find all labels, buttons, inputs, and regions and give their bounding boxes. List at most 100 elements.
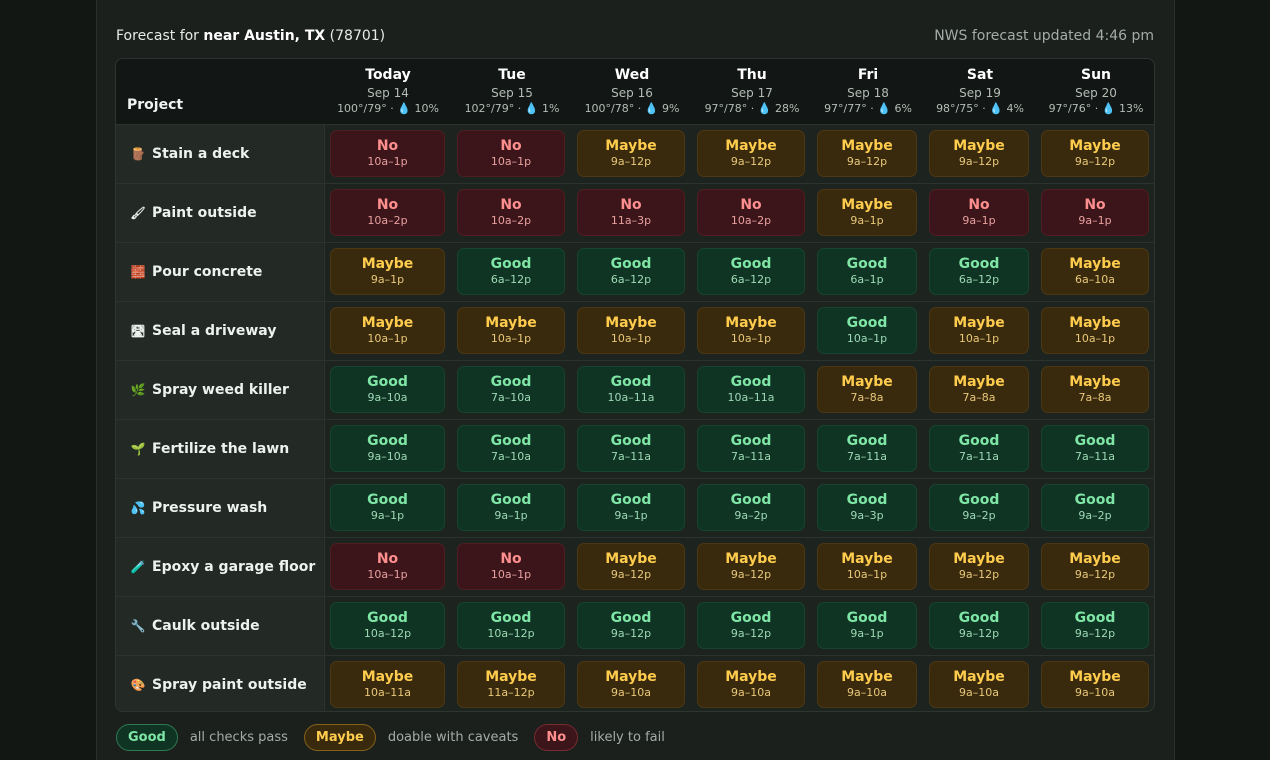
time-window: 6a–12p — [490, 273, 532, 286]
status-badge-maybe[interactable]: Maybe 9a–12p — [697, 130, 805, 177]
status-badge-maybe[interactable]: Maybe 10a–1p — [697, 307, 805, 354]
status-badge-maybe[interactable]: Maybe 9a–12p — [1041, 130, 1149, 177]
status-badge-no[interactable]: No 9a–1p — [1041, 189, 1149, 236]
status-label: Maybe — [725, 138, 777, 154]
status-badge-good[interactable]: Good 9a–12p — [1041, 602, 1149, 649]
status-badge-no[interactable]: No 10a–1p — [457, 130, 565, 177]
bricks-icon: 🧱 — [130, 265, 146, 279]
status-badge-maybe[interactable]: Maybe 9a–10a — [697, 661, 805, 708]
legend-text-good: all checks pass — [189, 729, 288, 745]
status-badge-good[interactable]: Good 9a–1p — [330, 484, 445, 531]
status-badge-good[interactable]: Good 10a–12p — [330, 602, 445, 649]
status-badge-no[interactable]: No 10a–1p — [457, 543, 565, 590]
time-window: 7a–11a — [611, 450, 651, 463]
status-badge-maybe[interactable]: Maybe 9a–12p — [817, 130, 917, 177]
status-badge-good[interactable]: Good 7a–11a — [817, 425, 917, 472]
status-badge-no[interactable]: No 10a–1p — [330, 130, 445, 177]
status-badge-good[interactable]: Good 7a–11a — [697, 425, 805, 472]
time-window: 9a–2p — [1078, 509, 1112, 522]
herb-icon: 🌿 — [130, 383, 146, 397]
status-badge-good[interactable]: Good 7a–10a — [457, 366, 565, 413]
status-badge-good[interactable]: Good 10a–1p — [817, 307, 917, 354]
status-label: Maybe — [485, 669, 537, 685]
status-badge-maybe[interactable]: Maybe 10a–11a — [330, 661, 445, 708]
status-badge-maybe[interactable]: Maybe 11a–12p — [457, 661, 565, 708]
status-badge-maybe[interactable]: Maybe 10a–1p — [330, 307, 445, 354]
status-badge-no[interactable]: No 10a–2p — [457, 189, 565, 236]
status-badge-good[interactable]: Good 10a–11a — [577, 366, 685, 413]
time-window: 9a–1p — [1078, 214, 1112, 227]
time-window: 9a–12p — [1074, 568, 1116, 581]
status-badge-maybe[interactable]: Maybe 9a–1p — [817, 189, 917, 236]
status-badge-good[interactable]: Good 9a–12p — [697, 602, 805, 649]
status-badge-maybe[interactable]: Maybe 9a–1p — [330, 248, 445, 295]
status-badge-good[interactable]: Good 9a–1p — [457, 484, 565, 531]
status-badge-maybe[interactable]: Maybe 9a–12p — [697, 543, 805, 590]
status-badge-maybe[interactable]: Maybe 6a–10a — [1041, 248, 1149, 295]
status-badge-good[interactable]: Good 9a–12p — [577, 602, 685, 649]
precip-chance: 1% — [538, 102, 560, 115]
status-badge-maybe[interactable]: Maybe 9a–10a — [929, 661, 1029, 708]
status-badge-maybe[interactable]: Maybe 9a–10a — [1041, 661, 1149, 708]
time-window: 10a–1p — [490, 332, 532, 345]
status-badge-good[interactable]: Good 6a–12p — [697, 248, 805, 295]
status-badge-good[interactable]: Good 9a–1p — [577, 484, 685, 531]
status-badge-good[interactable]: Good 7a–10a — [457, 425, 565, 472]
status-badge-maybe[interactable]: Maybe 10a–1p — [1041, 307, 1149, 354]
status-badge-good[interactable]: Good 6a–12p — [457, 248, 565, 295]
day-weather: 98°/75° · 💧 4% — [920, 101, 1040, 116]
status-label: Maybe — [1069, 315, 1121, 331]
status-badge-maybe[interactable]: Maybe 9a–12p — [577, 543, 685, 590]
status-badge-maybe[interactable]: Maybe 9a–12p — [1041, 543, 1149, 590]
status-badge-maybe[interactable]: Maybe 10a–1p — [577, 307, 685, 354]
time-window: 10a–1p — [958, 332, 1000, 345]
status-badge-maybe[interactable]: Maybe 7a–8a — [817, 366, 917, 413]
status-badge-maybe[interactable]: Maybe 7a–8a — [929, 366, 1029, 413]
status-badge-good[interactable]: Good 6a–1p — [817, 248, 917, 295]
status-badge-maybe[interactable]: Maybe 9a–12p — [929, 130, 1029, 177]
status-badge-good[interactable]: Good 9a–3p — [817, 484, 917, 531]
status-label: No — [376, 197, 399, 213]
status-badge-no[interactable]: No 9a–1p — [929, 189, 1029, 236]
status-label: Maybe — [605, 138, 657, 154]
project-name: Pour concrete — [152, 264, 263, 280]
status-label: Maybe — [605, 669, 657, 685]
status-label: No — [376, 138, 399, 154]
legend-text-no: likely to fail — [590, 729, 665, 745]
status-badge-good[interactable]: Good 9a–2p — [697, 484, 805, 531]
temperature-range: 97°/76° · — [1048, 102, 1102, 115]
status-badge-maybe[interactable]: Maybe 9a–10a — [577, 661, 685, 708]
status-badge-good[interactable]: Good 7a–11a — [1041, 425, 1149, 472]
status-label: Maybe — [953, 669, 1005, 685]
status-badge-good[interactable]: Good 9a–10a — [330, 425, 445, 472]
status-badge-good[interactable]: Good 9a–2p — [1041, 484, 1149, 531]
status-badge-good[interactable]: Good 10a–11a — [697, 366, 805, 413]
status-badge-good[interactable]: Good 9a–10a — [330, 366, 445, 413]
status-badge-maybe[interactable]: Maybe 9a–10a — [817, 661, 917, 708]
project-cell: 💦 Pressure wash — [116, 479, 325, 537]
status-badge-maybe[interactable]: Maybe 9a–12p — [929, 543, 1029, 590]
status-label: Maybe — [725, 315, 777, 331]
time-window: 9a–12p — [1074, 155, 1116, 168]
status-badge-no[interactable]: No 11a–3p — [577, 189, 685, 236]
status-badge-maybe[interactable]: Maybe 7a–8a — [1041, 366, 1149, 413]
status-badge-good[interactable]: Good 7a–11a — [929, 425, 1029, 472]
status-badge-good[interactable]: Good 9a–2p — [929, 484, 1029, 531]
status-badge-maybe[interactable]: Maybe 10a–1p — [817, 543, 917, 590]
status-badge-maybe[interactable]: Maybe 10a–1p — [929, 307, 1029, 354]
status-badge-good[interactable]: Good 9a–12p — [929, 602, 1029, 649]
status-badge-no[interactable]: No 10a–1p — [330, 543, 445, 590]
status-badge-good[interactable]: Good 9a–1p — [817, 602, 917, 649]
time-window: 10a–2p — [490, 214, 532, 227]
status-badge-good[interactable]: Good 6a–12p — [929, 248, 1029, 295]
status-badge-good[interactable]: Good 6a–12p — [577, 248, 685, 295]
raindrop-icon: 💧 — [989, 102, 1003, 115]
status-badge-good[interactable]: Good 7a–11a — [577, 425, 685, 472]
status-badge-maybe[interactable]: Maybe 9a–12p — [577, 130, 685, 177]
status-badge-no[interactable]: No 10a–2p — [330, 189, 445, 236]
status-badge-good[interactable]: Good 10a–12p — [457, 602, 565, 649]
status-badge-maybe[interactable]: Maybe 10a–1p — [457, 307, 565, 354]
status-badge-no[interactable]: No 10a–2p — [697, 189, 805, 236]
day-date: Sep 14 — [367, 86, 409, 100]
time-window: 6a–12p — [610, 273, 652, 286]
